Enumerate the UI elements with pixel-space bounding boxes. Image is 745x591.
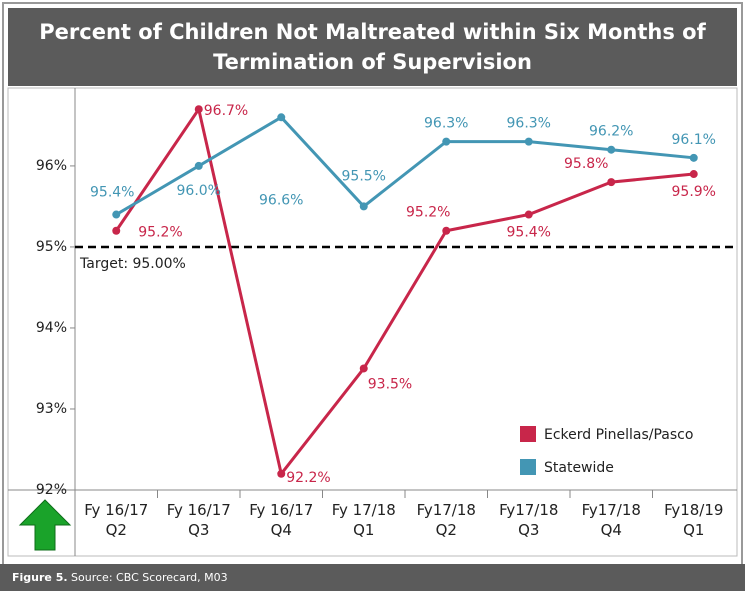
x-tick-label: Fy17/18 Q4 <box>581 501 641 539</box>
y-tick-label: 92% <box>36 482 67 498</box>
x-tick-label: Fy 16/17 Q2 <box>84 501 149 539</box>
footer: Figure 5. Source: CBC Scorecard, M03 <box>0 564 745 591</box>
data-label: 95.2% <box>406 205 450 221</box>
point <box>112 226 121 235</box>
data-label: 96.3% <box>424 116 468 132</box>
data-label: 92.2% <box>286 470 330 486</box>
data-label: 96.7% <box>204 103 248 119</box>
legend-label: Statewide <box>544 460 614 476</box>
data-label: 95.8% <box>564 156 608 172</box>
up-arrow <box>18 499 72 551</box>
x-tick-label: Fy17/18 Q2 <box>416 501 476 539</box>
y-tick-label: 96% <box>36 158 67 174</box>
point <box>607 145 616 154</box>
y-tick-label: 94% <box>36 320 67 336</box>
series-line <box>115 105 694 478</box>
x-tick-label: Fy18/19 Q1 <box>664 501 724 539</box>
point <box>194 161 203 170</box>
data-label: 95.9% <box>672 184 716 200</box>
x-tick-label: Fy17/18 Q3 <box>499 501 559 539</box>
point <box>524 137 533 146</box>
point <box>359 202 368 211</box>
data-label: 95.4% <box>90 185 134 201</box>
point <box>442 226 451 235</box>
legend-swatch <box>520 459 536 475</box>
data-label: 95.2% <box>138 225 182 241</box>
figure-label: Figure 5. <box>12 571 68 584</box>
point <box>194 105 203 114</box>
x-tick-label: Fy 16/17 Q3 <box>166 501 231 539</box>
point <box>689 153 698 162</box>
data-label: 96.6% <box>259 192 303 208</box>
target-label: Target: 95.00% <box>79 256 186 272</box>
legend-label: Eckerd Pinellas/Pasco <box>544 427 693 443</box>
point <box>112 210 121 219</box>
data-label: 96.1% <box>672 132 716 148</box>
y-tick-label: 93% <box>36 401 67 417</box>
data-label: 95.5% <box>342 168 386 184</box>
point <box>607 178 616 187</box>
point <box>524 210 533 219</box>
point <box>689 170 698 179</box>
chart-border <box>7 87 738 557</box>
data-label: 96.3% <box>507 116 551 132</box>
data-label: 93.5% <box>368 376 412 392</box>
x-tick-label: Fy 17/18 Q1 <box>331 501 396 539</box>
point <box>277 469 286 478</box>
data-label: 96.0% <box>177 183 221 199</box>
data-label: 96.2% <box>589 124 633 140</box>
source: Source: CBC Scorecard, M03 <box>71 571 228 584</box>
point <box>277 113 286 122</box>
point <box>442 137 451 146</box>
x-tick-label: Fy 16/17 Q4 <box>249 501 314 539</box>
y-tick-label: 95% <box>36 239 67 255</box>
series-line <box>115 115 694 216</box>
chart-title: Percent of Children Not Maltreated withi… <box>8 8 737 86</box>
point <box>359 364 368 373</box>
legend-swatch <box>520 426 536 442</box>
data-label: 95.4% <box>507 225 551 241</box>
